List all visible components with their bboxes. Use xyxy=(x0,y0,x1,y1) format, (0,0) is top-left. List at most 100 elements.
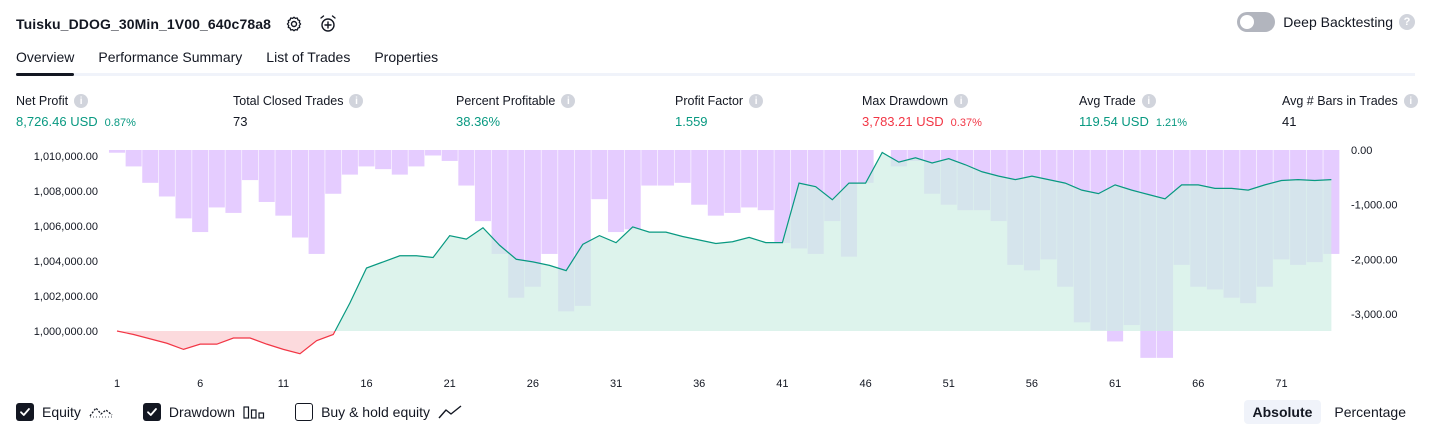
metric-value: 8,726.46 USD xyxy=(16,114,98,129)
drawdown-bar xyxy=(358,150,375,167)
drawdown-bar xyxy=(474,150,491,222)
header: Tuisku_DDOG_30Min_1V00_640c78a8 xyxy=(16,10,339,38)
info-icon[interactable]: i xyxy=(561,94,576,108)
drawdown-bar xyxy=(125,150,142,167)
info-icon[interactable]: i xyxy=(954,94,969,108)
legend-drawdown[interactable]: Drawdown xyxy=(142,403,265,421)
checkbox-checked-icon[interactable] xyxy=(16,403,34,421)
drawdown-bar xyxy=(291,150,309,238)
alarm-clock-plus-icon[interactable] xyxy=(317,13,339,35)
x-axis-tick-label: 66 xyxy=(1192,378,1204,390)
drawdown-bar xyxy=(391,150,408,175)
equity-drawdown-chart[interactable]: 1,010,000.00 1,008,000.00 1,006,000.00 1,00… xyxy=(0,140,1431,395)
metric-percent: 1.21% xyxy=(1155,117,1188,129)
metric-percent-profitable: Percent Profitable i 38.36% xyxy=(456,93,576,130)
metric-value: 41 xyxy=(1282,114,1297,129)
legend-label: Drawdown xyxy=(168,404,236,420)
tab-list-of-trades[interactable]: List of Trades xyxy=(266,49,351,65)
right-axis-tick-label: 0.00 xyxy=(1351,145,1372,157)
metric-total-closed-trades: Total Closed Trades i 73 xyxy=(233,93,364,130)
tab-bar: Overview Performance Summary List of Tra… xyxy=(16,44,462,76)
metric-net-profit: Net Profit i 8,726.46 USD 0.87% xyxy=(16,93,136,130)
left-axis-tick-label: 1,010,000.00 xyxy=(34,151,98,163)
metric-avg-trade: Avg Trade i 119.54 USD 1.21% xyxy=(1079,93,1187,130)
legend-buy-hold[interactable]: Buy & hold equity xyxy=(295,403,462,421)
metric-max-drawdown: Max Drawdown i 3,783.21 USD 0.37% xyxy=(862,93,982,130)
drawdown-bar xyxy=(408,150,425,167)
drawdown-bar xyxy=(275,150,292,216)
left-axis-tick-label: 1,000,000.00 xyxy=(34,326,98,338)
x-axis-tick-label: 71 xyxy=(1275,378,1287,390)
gear-icon[interactable] xyxy=(283,13,305,35)
info-icon[interactable]: i xyxy=(1141,94,1156,108)
tab-performance-summary[interactable]: Performance Summary xyxy=(98,49,243,65)
metric-label: Avg Trade xyxy=(1079,94,1136,108)
left-axis-tick-label: 1,002,000.00 xyxy=(34,291,98,303)
drawdown-bar xyxy=(591,150,608,200)
toggle-knob xyxy=(1240,15,1255,29)
info-icon[interactable]: i xyxy=(349,94,364,108)
x-axis-tick-label: 46 xyxy=(859,378,871,390)
drawdown-bar xyxy=(308,150,325,254)
x-axis-tick-label: 1 xyxy=(114,378,120,390)
equity-profit-line xyxy=(334,151,1332,332)
scale-absolute-button[interactable]: Absolute xyxy=(1243,400,1322,424)
drawdown-bar xyxy=(258,150,275,202)
tab-overview[interactable]: Overview xyxy=(16,44,75,76)
info-icon[interactable]: i xyxy=(74,94,89,108)
drawdown-bar xyxy=(108,150,126,153)
left-axis-tick-label: 1,008,000.00 xyxy=(34,186,98,198)
metric-percent: 0.37% xyxy=(950,117,982,129)
left-axis-tick-label: 1,006,000.00 xyxy=(34,221,98,233)
scale-percentage-button[interactable]: Percentage xyxy=(1334,404,1406,420)
deep-backtesting-toggle[interactable] xyxy=(1237,12,1276,32)
drawdown-bar xyxy=(524,150,541,287)
drawdown-bar xyxy=(458,150,475,186)
help-icon[interactable]: ? xyxy=(1399,14,1415,30)
scale-switch: Absolute Percentage xyxy=(1240,400,1416,424)
equity-line-icon xyxy=(89,404,113,420)
metric-label: Max Drawdown xyxy=(862,94,949,108)
info-icon[interactable]: i xyxy=(749,94,764,108)
right-axis-tick-label: -2,000.00 xyxy=(1351,254,1397,266)
tab-properties[interactable]: Properties xyxy=(374,49,439,65)
metric-label: Avg # Bars in Trades xyxy=(1282,94,1398,108)
legend-label: Buy & hold equity xyxy=(321,404,431,420)
drawdown-bar xyxy=(325,150,342,194)
metric-value: 1.559 xyxy=(675,114,708,129)
x-axis-tick-label: 56 xyxy=(1026,378,1038,390)
drawdown-bar xyxy=(341,150,358,175)
drawdown-bar xyxy=(208,150,225,208)
drawdown-bar xyxy=(441,150,458,161)
metric-value: 119.54 USD xyxy=(1079,114,1149,129)
info-icon[interactable]: i xyxy=(1403,94,1418,108)
metric-value: 3,783.21 USD xyxy=(862,114,944,129)
strategy-title: Tuisku_DDOG_30Min_1V00_640c78a8 xyxy=(16,16,271,32)
x-axis-tick-label: 41 xyxy=(776,378,788,390)
drawdown-bar xyxy=(757,150,774,211)
chart-legend: Equity Drawdown Buy & hold equity xyxy=(16,403,492,421)
metric-percent: 0.87% xyxy=(104,117,136,129)
drawdown-bar xyxy=(691,150,708,205)
metric-value: 73 xyxy=(233,114,248,129)
drawdown-bar xyxy=(724,150,741,213)
x-axis-tick-label: 26 xyxy=(527,378,539,390)
checkbox-unchecked-icon[interactable] xyxy=(295,403,314,421)
metric-label: Net Profit xyxy=(16,94,69,108)
drawdown-bar xyxy=(158,150,175,197)
legend-equity[interactable]: Equity xyxy=(16,403,113,421)
x-axis-tick-label: 16 xyxy=(360,378,372,390)
drawdown-bar xyxy=(225,150,242,213)
tabs-divider xyxy=(16,73,1415,76)
drawdown-bar xyxy=(641,150,658,186)
drawdown-bar xyxy=(741,150,758,208)
drawdown-bar xyxy=(425,150,442,156)
legend-label: Equity xyxy=(42,404,81,420)
buy-hold-line-icon xyxy=(438,404,462,420)
x-axis-tick-label: 36 xyxy=(693,378,705,390)
checkbox-checked-icon[interactable] xyxy=(142,403,161,421)
drawdown-bar xyxy=(175,150,192,219)
drawdown-bar xyxy=(657,150,674,186)
deep-backtesting-label: Deep Backtesting xyxy=(1283,14,1393,30)
left-axis-tick-label: 1,004,000.00 xyxy=(34,256,98,268)
